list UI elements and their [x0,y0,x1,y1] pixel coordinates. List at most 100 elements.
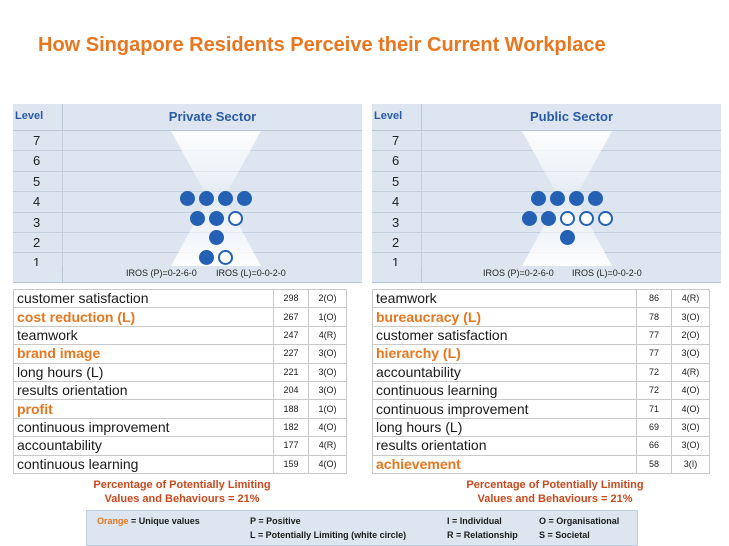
value-name: bureaucracy (L) [372,307,637,327]
private-limiting-percentage: Percentage of Potentially Limiting Value… [52,478,312,506]
value-level-code: 2(O) [308,288,347,309]
value-votes: 177 [273,436,309,456]
table-row: achievement 58 3(I) [372,454,710,474]
positive-value-dot [218,191,233,207]
value-level-code: 3(O) [308,380,347,401]
level-number: 5 [392,173,400,189]
value-level-code: 3(O) [308,362,347,382]
value-name: long hours (L) [13,362,274,382]
level-row: 6 [13,151,362,172]
positive-value-dot [540,210,556,226]
legend-orange-word: Orange [97,516,129,526]
value-name: continuous improvement [372,399,637,419]
value-name: profit [13,399,274,419]
level-number: 3 [392,214,400,230]
positive-value-dot [180,191,195,207]
value-votes: 267 [273,307,309,327]
value-level-code: 4(O) [308,417,347,438]
value-votes: 77 [636,325,672,346]
level-number: 6 [33,153,41,169]
value-name: accountability [13,436,274,456]
value-votes: 204 [273,380,309,401]
value-votes: 58 [636,454,672,474]
table-row: long hours (L) 69 3(O) [372,417,710,438]
positive-value-dot [550,191,565,207]
level-number: 7 [392,133,400,148]
table-row: accountability 177 4(R) [13,436,347,456]
value-level-code: 4(R) [671,288,710,309]
value-votes: 69 [636,417,672,438]
value-votes: 78 [636,307,672,327]
value-votes: 86 [636,288,672,309]
table-row: customer satisfaction 298 2(O) [13,288,347,309]
limiting-value-dot [559,210,575,226]
value-votes: 188 [273,399,309,419]
public-sector-panel: Level Public Sector 7 6 5 4 3 2 1 IROS (… [372,104,721,283]
value-level-code: 3(O) [671,436,710,456]
table-row: teamwork 247 4(R) [13,325,347,346]
legend-individual: I = Individual [447,516,502,526]
table-row: continuous learning 72 4(O) [372,380,710,401]
value-level-code: 2(O) [671,325,710,346]
panel-header: Level Private Sector [13,104,362,131]
level-number: 2 [392,234,400,250]
value-votes: 72 [636,362,672,382]
legend-orange-rest: = Unique values [131,516,200,526]
value-votes: 66 [636,436,672,456]
table-row: accountability 72 4(R) [372,362,710,382]
value-level-code: 4(O) [671,380,710,401]
value-name: continuous improvement [13,417,274,438]
level-number: 1 [33,255,41,271]
table-row: teamwork 86 4(R) [372,288,710,309]
pct-line: Percentage of Potentially Limiting [466,479,644,491]
limiting-value-dot [218,249,233,265]
legend-positive: P = Positive [250,516,301,526]
value-level-code: 3(O) [671,307,710,327]
value-name: teamwork [372,288,637,309]
legend-organisational: O = Organisational [539,516,620,526]
value-level-code: 4(R) [308,436,347,456]
value-votes: 298 [273,288,309,309]
positive-value-dot [199,249,214,265]
private-sector-panel: Level Private Sector 7 6 5 4 3 2 1 IROS … [13,104,362,283]
value-name: customer satisfaction [372,325,637,346]
value-votes: 227 [273,344,309,364]
value-name: customer satisfaction [13,288,274,309]
value-votes: 159 [273,454,309,474]
private-values-table: customer satisfaction 298 2(O) cost reducti… [13,288,347,474]
level-number: 6 [392,153,400,169]
value-votes: 221 [273,362,309,382]
table-row: continuous improvement 182 4(O) [13,417,347,438]
table-row: cost reduction (L) 267 1(O) [13,307,347,327]
value-name: continuous learning [372,380,637,401]
table-row: continuous learning 159 4(O) [13,454,347,474]
limiting-value-dot [227,210,243,226]
public-limiting-percentage: Percentage of Potentially Limiting Value… [425,478,685,506]
value-name: teamwork [13,325,274,346]
table-row: results orientation 66 3(O) [372,436,710,456]
positive-value-dot [569,191,584,207]
value-name: cost reduction (L) [13,307,274,327]
table-row: profit 188 1(O) [13,399,347,419]
pct-line: Percentage of Potentially Limiting [93,479,271,491]
table-row: long hours (L) 221 3(O) [13,362,347,382]
table-row: bureaucracy (L) 78 3(O) [372,307,710,327]
value-votes: 247 [273,325,309,346]
value-level-code: 1(O) [308,307,347,327]
value-name: results orientation [13,380,274,401]
positive-value-dot [208,230,224,246]
value-name: accountability [372,362,637,382]
level-header: Level [374,110,403,122]
level-number: 7 [33,133,41,148]
value-name: results orientation [372,436,637,456]
table-row: customer satisfaction 77 2(O) [372,325,710,346]
iros-positive: IROS (P)=0-2-6-0 [483,268,554,278]
legend-societal: S = Societal [539,530,590,540]
hourglass-shape [171,131,261,266]
value-name: continuous learning [13,454,274,474]
legend: Orange = Unique values P = Positive L = … [86,510,638,546]
positive-value-dot [531,191,546,207]
value-level-code: 3(O) [671,344,710,364]
level-number: 5 [33,173,41,189]
level-number: 1 [392,255,400,271]
